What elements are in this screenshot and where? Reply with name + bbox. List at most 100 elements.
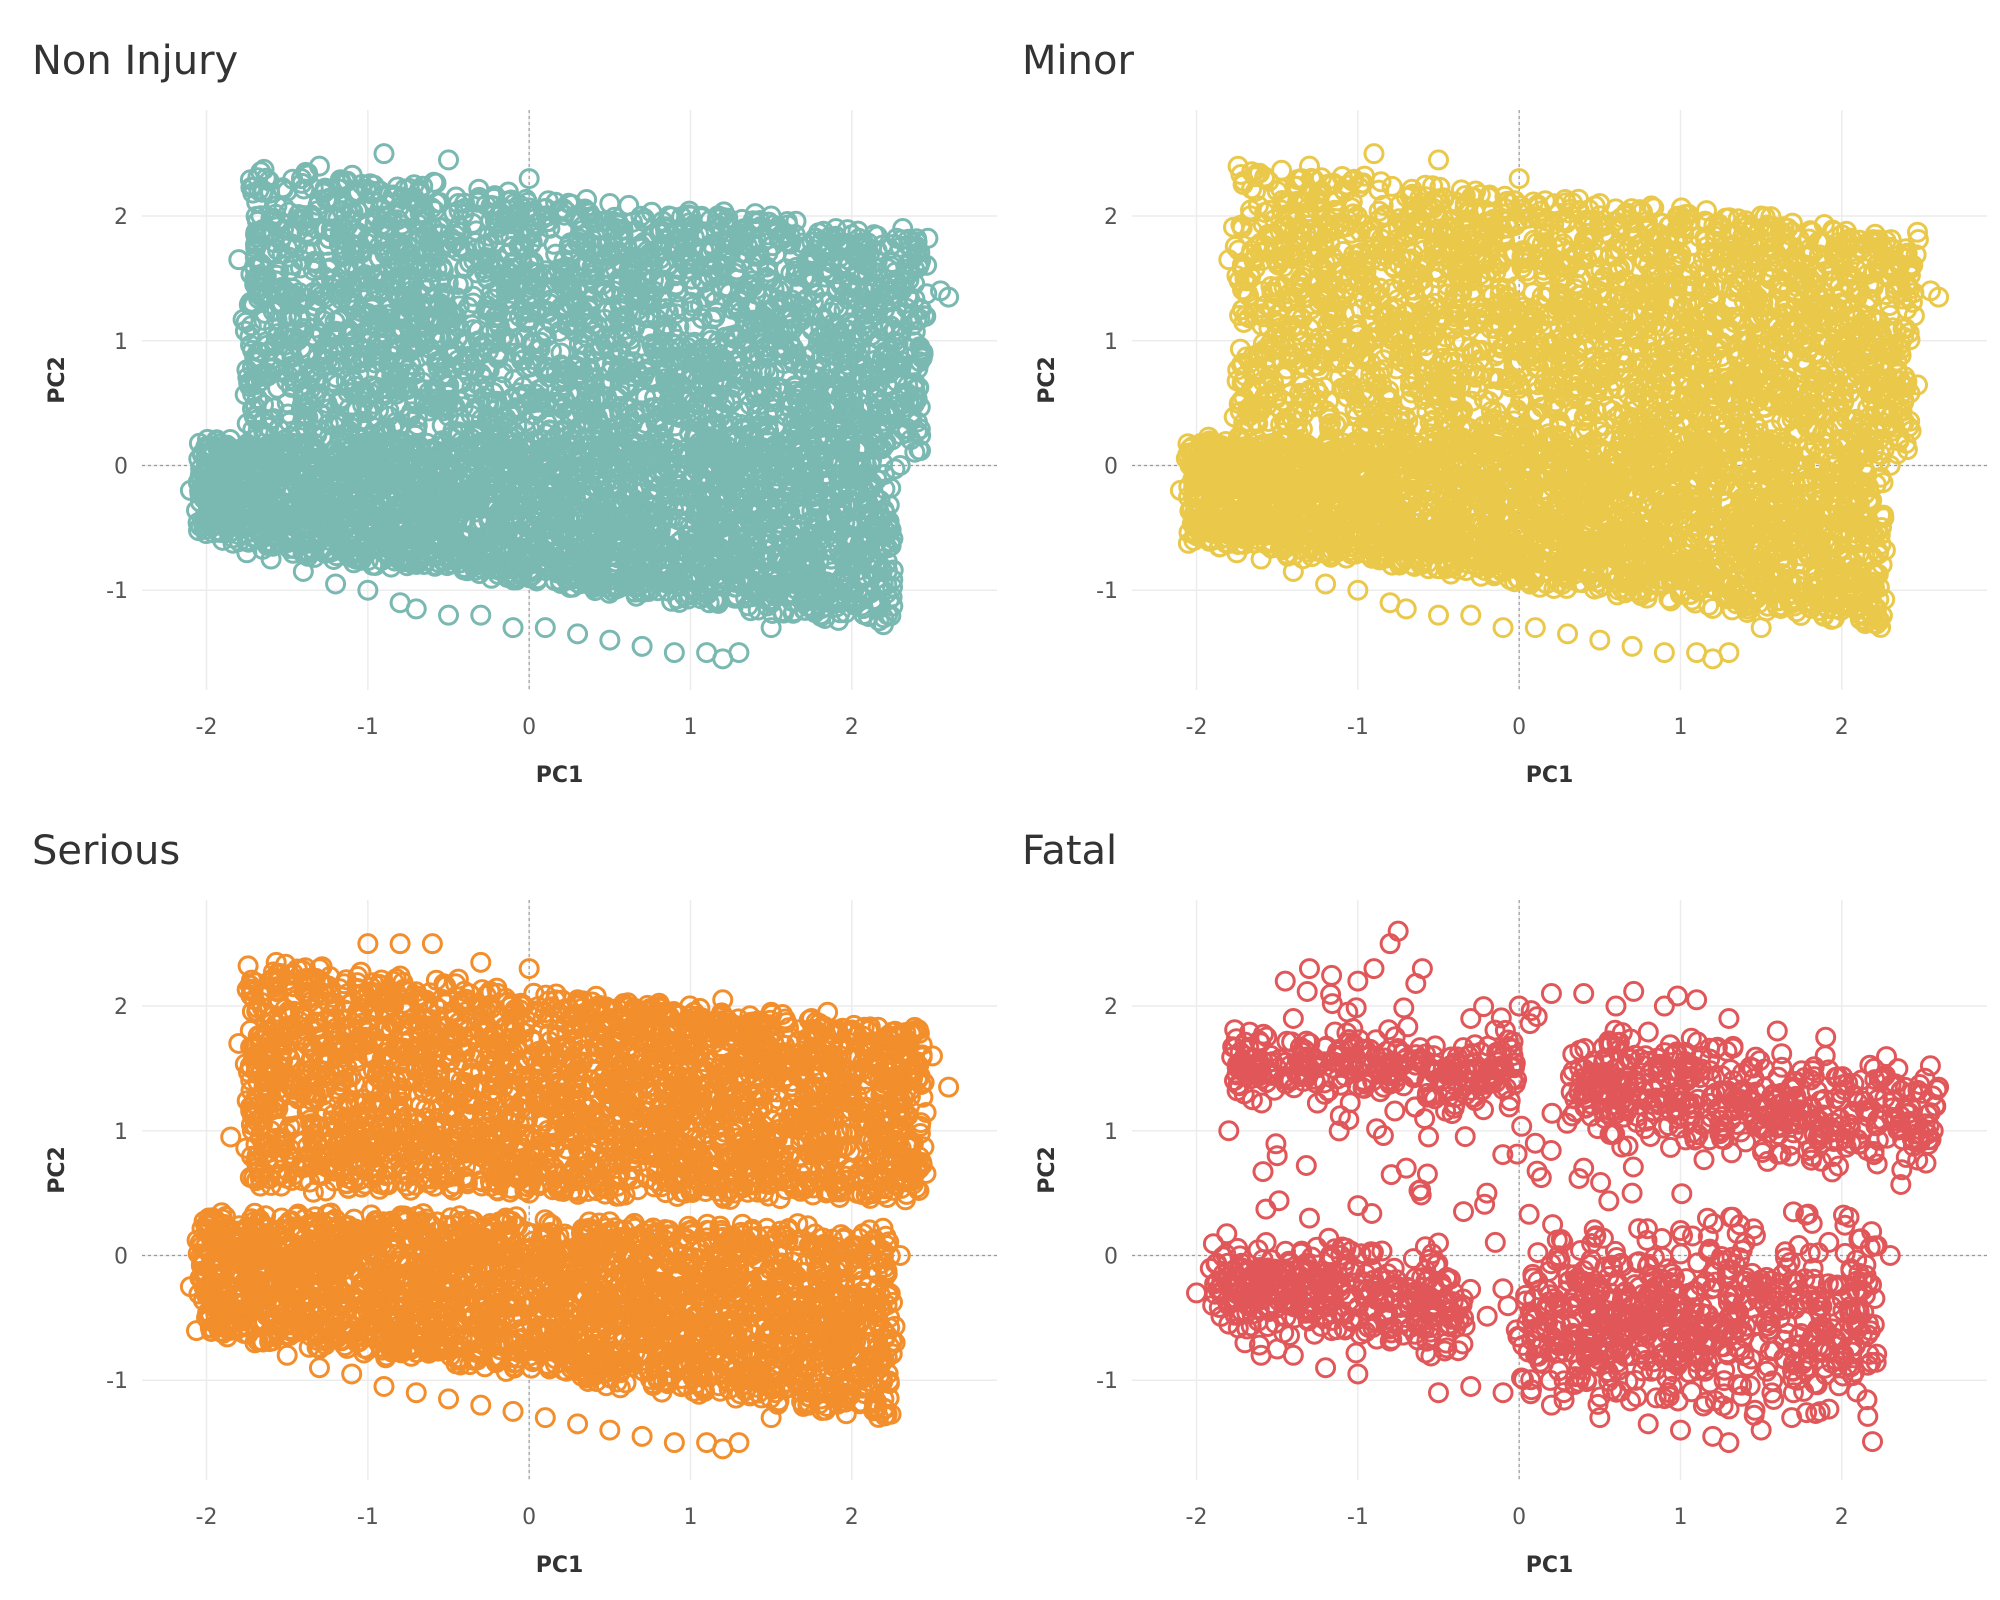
- scatter-point: [904, 393, 925, 415]
- scatter-point: [661, 525, 683, 547]
- scatter-point: [318, 228, 340, 250]
- scatter-point: [587, 411, 609, 433]
- scatter-point: [523, 404, 545, 426]
- scatter-point: [417, 393, 439, 415]
- panel-non-injury: Non Injury -2 -1 0 1 2 -1 0 1 2 PC1 PC2: [0, 0, 1000, 790]
- scatter-point: [668, 316, 690, 338]
- scatter-point: [319, 187, 341, 209]
- scatter-point: [473, 367, 495, 389]
- scatter-point: [781, 306, 803, 328]
- scatter-point: [727, 350, 749, 372]
- scatter-point: [336, 289, 358, 311]
- scatter-point: [434, 284, 456, 306]
- scatter-point: [554, 264, 576, 285]
- scatter-point: [759, 300, 781, 322]
- scatter-point: [437, 444, 459, 466]
- scatter-point: [234, 320, 256, 342]
- scatter-point: [612, 297, 634, 319]
- scatter-point: [607, 212, 629, 234]
- scatter-point: [668, 295, 690, 317]
- scatter-point: [710, 546, 732, 568]
- scatter-point: [774, 338, 796, 360]
- scatter-point: [741, 218, 763, 240]
- scatter-point: [902, 357, 923, 379]
- scatter-point: [552, 524, 574, 546]
- scatter-point: [264, 270, 286, 292]
- scatter-point: [579, 207, 601, 229]
- scatter-point: [476, 295, 498, 317]
- scatter-point: [765, 476, 787, 498]
- scatter-point: [276, 370, 298, 392]
- scatter-point: [378, 338, 400, 360]
- scatter-point: [412, 325, 434, 347]
- scatter-point: [501, 268, 522, 289]
- scatter-point: [327, 442, 349, 463]
- scatter-point: [447, 193, 469, 214]
- scatter-point: [749, 394, 771, 415]
- scatter-point: [366, 453, 387, 474]
- scatter-point: [435, 470, 457, 492]
- scatter-point: [289, 257, 311, 279]
- scatter-point: [631, 266, 652, 288]
- scatter-point: [902, 303, 924, 325]
- scatter-point: [771, 335, 793, 357]
- scatter-point: [519, 514, 541, 536]
- scatter-point: [761, 603, 783, 624]
- scatter-point: [501, 235, 523, 257]
- scatter-point: [248, 180, 270, 201]
- scatter-point: [865, 304, 887, 325]
- scatter-point: [429, 493, 451, 515]
- scatter-point: [681, 408, 702, 430]
- scatter-point: [838, 312, 860, 334]
- scatter-point: [293, 416, 315, 438]
- scatter-point: [722, 298, 744, 320]
- scatter-point: [671, 348, 693, 370]
- scatter-point: [322, 323, 344, 345]
- scatter-point: [260, 435, 281, 457]
- scatter-point: [749, 333, 771, 355]
- scatter-point: [699, 241, 721, 263]
- scatter-point: [484, 185, 506, 207]
- scatter-point: [250, 205, 272, 227]
- scatter-point: [685, 403, 707, 425]
- scatter-point: [900, 429, 922, 451]
- scatter-point: [595, 333, 617, 355]
- scatter-point: [748, 322, 770, 344]
- scatter-point: [340, 294, 362, 316]
- scatter-point: [527, 339, 549, 361]
- scatter-point: [367, 342, 389, 364]
- scatter-point: [561, 294, 582, 316]
- scatter-point: [360, 375, 382, 397]
- scatter-point: [785, 256, 807, 278]
- scatter-point: [522, 499, 544, 521]
- scatter-point: [457, 346, 479, 367]
- scatter-point: [354, 197, 376, 219]
- scatter-point: [350, 242, 372, 264]
- scatter-point: [348, 462, 370, 484]
- scatter-point: [276, 321, 298, 343]
- scatter-point: [277, 284, 299, 306]
- scatter-point: [412, 371, 434, 393]
- scatter-point: [612, 224, 634, 246]
- scatter-point: [294, 380, 315, 402]
- scatter-point: [278, 201, 300, 223]
- scatter-point: [348, 335, 370, 357]
- scatter-point: [240, 315, 262, 337]
- scatter-point: [317, 258, 339, 280]
- scatter-point: [376, 326, 397, 348]
- scatter-point: [519, 288, 541, 310]
- scatter-point: [597, 405, 619, 427]
- scatter-point: [690, 531, 711, 552]
- scatter-point: [450, 222, 472, 244]
- scatter-point: [235, 311, 257, 333]
- scatter-point: [362, 313, 384, 335]
- scatter-point: [443, 470, 465, 492]
- scatter-point: [891, 321, 913, 343]
- scatter-point: [276, 392, 298, 414]
- scatter-point: [841, 277, 862, 298]
- scatter-point: [299, 225, 321, 247]
- scatter-point: [421, 235, 443, 257]
- scatter-point: [407, 213, 429, 235]
- scatter-point: [558, 569, 580, 591]
- scatter-point: [768, 280, 790, 302]
